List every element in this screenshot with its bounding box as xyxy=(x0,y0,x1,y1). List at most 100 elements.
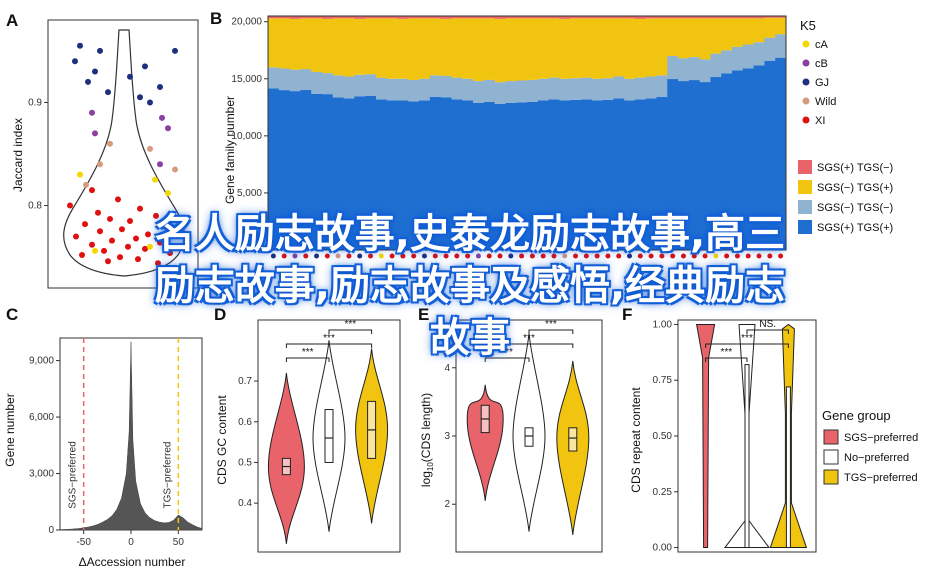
panel-b-bar-sgsm-tgsp xyxy=(332,18,345,76)
panel-c-xtick-label: 0 xyxy=(128,537,134,548)
panel-a-points xyxy=(67,42,178,267)
panel-b-bar-sgsp-tgsm xyxy=(332,16,345,19)
panel-c-annotation: TGS−preferred xyxy=(162,442,173,509)
panel-c-annotation: SGS−preferred xyxy=(68,441,79,509)
legend-k5-label: Wild xyxy=(815,96,836,108)
legend-series-swatch xyxy=(798,160,812,174)
panel-b-bar-sgsp-tgsm xyxy=(354,16,366,19)
panel-a-point-GJ xyxy=(172,47,178,54)
legend-k5-swatch xyxy=(802,116,810,124)
panel-c: C Gene number ΔAccession number 0 3,000 6,… xyxy=(3,305,203,569)
legend-series-label: SGS(+) TGS(+) xyxy=(817,222,893,234)
panel-a-point-XI xyxy=(115,196,121,203)
panel-a-point-Wild xyxy=(107,140,113,147)
panel-a-ytick-label: 0.9 xyxy=(28,97,42,108)
legend-k5-label: cB xyxy=(815,58,828,70)
panel-b-accession-dot xyxy=(734,253,740,259)
significance-bracket xyxy=(705,357,748,362)
panel-b-bar-sgsp-tgsm xyxy=(710,16,722,19)
panel-b-frame xyxy=(267,15,787,251)
significance-label: *** xyxy=(720,347,732,358)
panel-b-accession-dot xyxy=(529,253,535,259)
panel-b-bar-sgsp-tgsp xyxy=(483,101,496,251)
panel-b-bar-sgsm-tgsm xyxy=(537,78,550,101)
legend-gene-group-swatch xyxy=(823,469,839,485)
panel-b-bar-sgsp-tgsm xyxy=(699,16,711,19)
panel-b-bar-sgsm-tgsp xyxy=(732,18,744,47)
panel-a-point-Wild xyxy=(172,166,178,173)
panel-b-bar-sgsm-tgsm xyxy=(354,74,366,97)
panel-a-point-GJ xyxy=(92,68,98,75)
panel-b-bar-sgsp-tgsm xyxy=(570,16,582,19)
panel-b-bar-sgsm-tgsm xyxy=(408,79,420,102)
panel-b-bar-sgsp-tgsm xyxy=(289,16,301,19)
panel-b-bar-sgsm-tgsp xyxy=(688,18,701,58)
panel-b-accession-dot xyxy=(508,253,514,259)
panel-b-accession-dot xyxy=(421,253,427,259)
panel-a-point-XI xyxy=(145,231,151,238)
panel-b-accession-dots xyxy=(270,253,784,259)
panel-a-ytick-label: 0.8 xyxy=(28,201,42,212)
panel-b-accession-dot xyxy=(292,253,298,259)
panel-b-bar-sgsm-tgsp xyxy=(311,18,323,72)
panel-b-bar-sgsp-tgsm xyxy=(483,16,496,19)
panel-a-point-XI xyxy=(127,218,133,224)
panel-b-bar-sgsm-tgsm xyxy=(721,50,733,74)
panel-b-bar-sgsp-tgsm xyxy=(645,16,657,19)
panel-b-accession-dot xyxy=(368,253,374,259)
ytick-label: 0.50 xyxy=(653,431,673,442)
panel-b-accession-dot xyxy=(270,253,276,259)
panel-b-accession-dot xyxy=(346,253,352,259)
panel-b-bar-sgsm-tgsm xyxy=(634,77,647,100)
panel-b-bar-sgsm-tgsp xyxy=(516,18,528,81)
panel-b-bar-sgsp-tgsp xyxy=(775,57,787,250)
panel-c-ytick-label: 0 xyxy=(48,525,54,536)
panel-c-yticks: 0 3,000 6,000 9,000 xyxy=(29,356,60,536)
panel-b-accession-dot xyxy=(691,253,697,259)
panel-b-bar-sgsp-tgsm xyxy=(667,16,679,19)
panel-b-bar-sgsp-tgsm xyxy=(419,16,431,19)
panel-b-accession-dot xyxy=(605,253,611,259)
legend-gene-group-label: TGS−preferred xyxy=(844,472,918,484)
panel-b-bar-sgsp-tgsp xyxy=(321,94,334,250)
panel-b-bar-sgsm-tgsm xyxy=(483,79,496,102)
panel-b-bar-sgsp-tgsp xyxy=(278,90,291,250)
panel-c-xtick-label: -50 xyxy=(76,537,91,548)
panel-b-bar-sgsm-tgsp xyxy=(678,18,690,59)
panel-b-bar-sgsp-tgsp xyxy=(710,77,722,250)
panel-c-ytick-label: 6,000 xyxy=(29,412,54,423)
panel-a-point-cA xyxy=(92,247,98,254)
panel-a-point-XI xyxy=(89,187,95,194)
panel-b-bar-sgsm-tgsp xyxy=(667,18,679,56)
panel-b-bar-sgsm-tgsp xyxy=(451,18,463,78)
panel-b-bar-sgsm-tgsp xyxy=(580,18,593,78)
panel-b-bar-sgsp-tgsp xyxy=(429,96,442,251)
panel-b-bar-sgsm-tgsp xyxy=(602,18,614,79)
panel-b-bar-sgsm-tgsm xyxy=(494,82,506,104)
panel-b-bar-sgsp-tgsp xyxy=(732,70,744,250)
panel-a-point-cB xyxy=(165,125,171,132)
panel-b-accession-dot xyxy=(540,253,546,259)
panel-b-bar-sgsp-tgsp xyxy=(365,95,377,250)
panel-b-bar-sgsp-tgsm xyxy=(321,16,334,19)
panel-b-bar-sgsm-tgsm xyxy=(289,69,301,92)
panel-b-accession-dot xyxy=(680,253,686,259)
panel-a-point-XI xyxy=(89,241,95,248)
panel-a-point-XI xyxy=(119,226,125,233)
significance-bracket xyxy=(484,357,530,362)
significance-bracket xyxy=(285,343,373,348)
panel-a-point-XI xyxy=(79,252,85,259)
panel-b-bar-sgsp-tgsm xyxy=(494,16,506,19)
panel-b-bar-sgsp-tgsm xyxy=(300,16,312,19)
panel-b-bar-sgsp-tgsp xyxy=(386,100,398,250)
boxplot-1 xyxy=(744,364,750,549)
panel-b-bar-sgsp-tgsp xyxy=(343,98,355,250)
legend-series-swatch xyxy=(798,180,812,194)
panel-b-bar-sgsm-tgsp xyxy=(268,18,280,68)
boxplot-1 xyxy=(524,427,534,447)
panel-b-bar-sgsp-tgsp xyxy=(602,99,614,251)
panel-b-yticks: 5,000 10,000 15,000 20,000 xyxy=(231,17,268,199)
panel-b-bar-sgsm-tgsm xyxy=(516,80,528,103)
panel-b-bar-sgsp-tgsm xyxy=(386,16,398,19)
panel-b-bar-sgsp-tgsm xyxy=(375,16,388,19)
